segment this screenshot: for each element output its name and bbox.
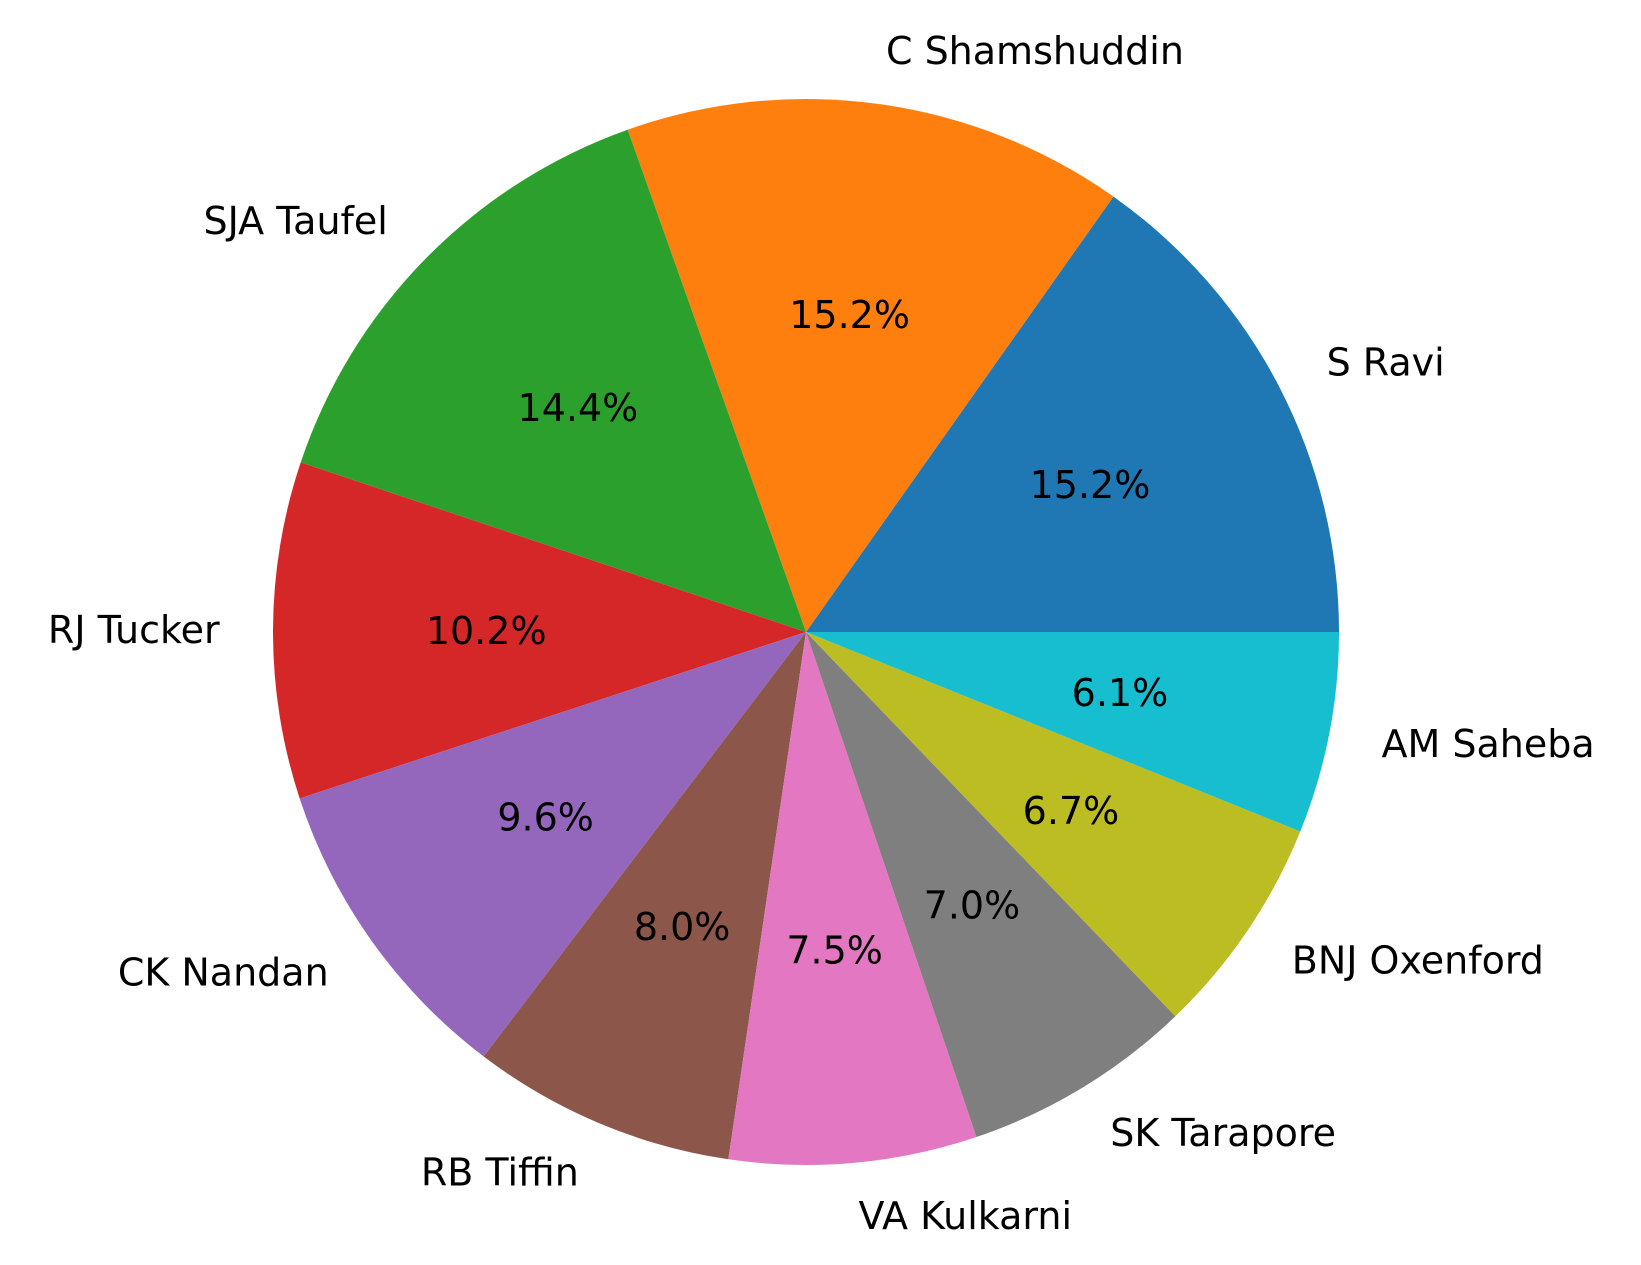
percentage-labels: 15.2% 15.2% 14.4% 10.2% 9.6% 8.0% 7.5% 7.0% 6.7%… <box>426 293 1168 972</box>
pct-label-ck-nandan: 9.6% <box>497 796 594 840</box>
slice-label-rj-tucker: RJ Tucker <box>48 608 220 652</box>
slice-label-sk-tarapore: SK Tarapore <box>1110 1111 1336 1155</box>
pie-slice-sja-taufel <box>300 129 806 632</box>
pie-slice-rb-tiffin <box>483 632 806 1160</box>
pct-label-bnj-oxenford: 6.7% <box>1023 789 1120 833</box>
pie-slice-sk-tarapore <box>806 632 1176 1138</box>
pct-label-va-kulkarni: 7.5% <box>786 929 883 973</box>
pie-slices <box>272 98 1339 1165</box>
slice-label-rb-tiffin: RB Tiffin <box>421 1151 579 1195</box>
pct-label-c-shamshuddin: 15.2% <box>789 293 910 337</box>
pct-label-am-saheba: 6.1% <box>1072 671 1169 715</box>
slice-label-sja-taufel: SJA Taufel <box>204 199 388 243</box>
pie-slice-ck-nandan <box>299 632 806 1057</box>
pie-slice-bnj-oxenford <box>806 632 1301 1017</box>
pct-label-s-ravi: 15.2% <box>1030 463 1151 507</box>
slice-label-am-saheba: AM Saheba <box>1382 722 1595 766</box>
pct-label-rj-tucker: 10.2% <box>426 609 547 653</box>
slice-label-ck-nandan: CK Nandan <box>118 950 329 994</box>
pie-slice-rj-tucker <box>272 462 806 799</box>
pie-slice-c-shamshuddin <box>627 98 1114 632</box>
pie-slice-am-saheba <box>806 632 1339 832</box>
pie-slice-va-kulkarni <box>728 632 977 1165</box>
slice-label-va-kulkarni: VA Kulkarni <box>858 1194 1072 1238</box>
pct-label-sja-taufel: 14.4% <box>518 386 639 430</box>
pct-label-sk-tarapore: 7.0% <box>924 883 1021 927</box>
slice-label-bnj-oxenford: BNJ Oxenford <box>1292 938 1544 982</box>
slice-name-labels: S Ravi C Shamshuddin SJA Taufel RJ Tucker CK… <box>48 29 1595 1238</box>
pie-slice-s-ravi <box>806 196 1339 632</box>
slice-label-c-shamshuddin: C Shamshuddin <box>886 29 1184 73</box>
pct-label-rb-tiffin: 8.0% <box>634 905 731 949</box>
slice-label-s-ravi: S Ravi <box>1327 340 1445 384</box>
